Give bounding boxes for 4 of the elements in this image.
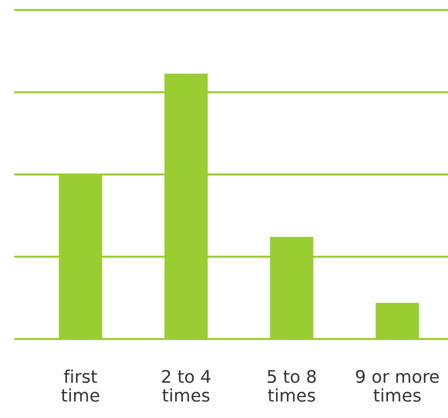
x-tick-label: 2 to 4 times	[162, 370, 210, 402]
x-tick-label: first time	[61, 370, 100, 402]
x-tick-label: 9 or more times	[356, 370, 439, 402]
x-tick-label: 5 to 8 times	[268, 370, 316, 402]
